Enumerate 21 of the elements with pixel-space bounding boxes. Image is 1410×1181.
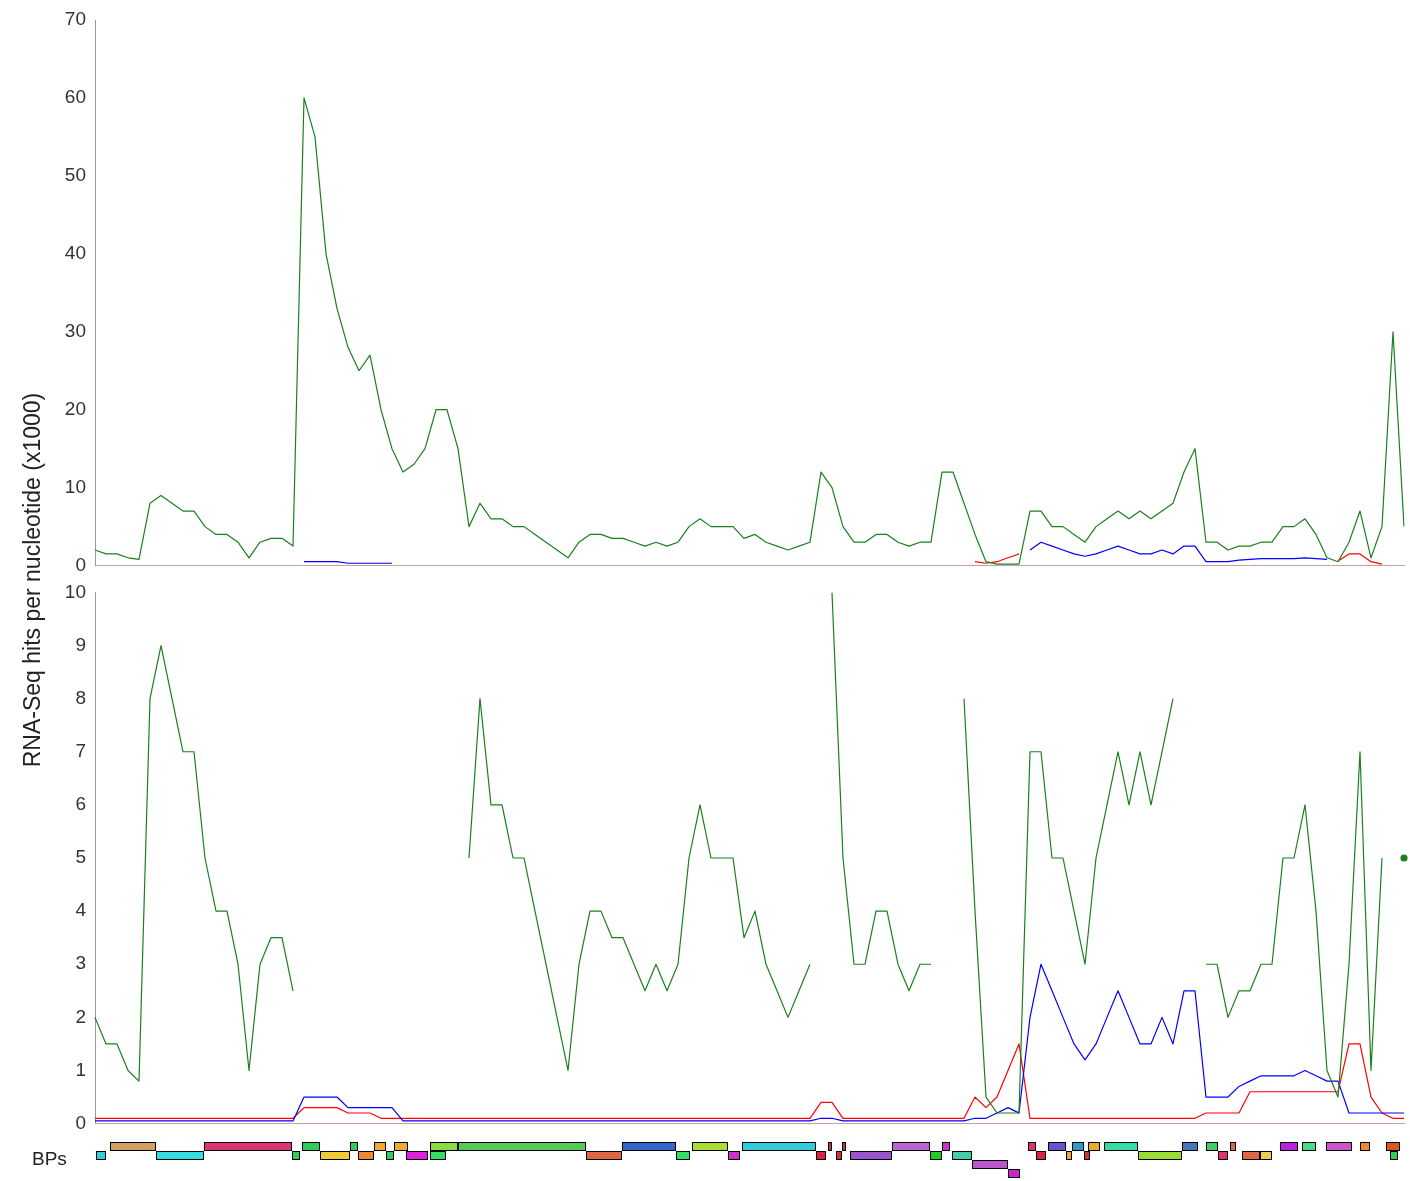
y-tick-label: 10: [64, 475, 86, 497]
y-tick-label: 50: [64, 164, 86, 186]
y-tick-label: 20: [64, 397, 86, 419]
y-tick-label: 6: [75, 793, 86, 815]
y-tick-label: 0: [75, 1111, 86, 1133]
y-tick-label: 70: [64, 8, 86, 30]
y-tick-label: 10: [64, 580, 86, 602]
y-tick-label: 0: [75, 553, 86, 575]
y-tick-label: 7: [75, 739, 86, 761]
text: BPs: [32, 1148, 67, 1170]
y-tick-label: 40: [64, 242, 86, 264]
y-tick-label: 8: [75, 686, 86, 708]
y-tick-label: 3: [75, 952, 86, 974]
y-tick-label: 60: [64, 86, 86, 108]
y-tick-label: 2: [75, 1005, 86, 1027]
y-tick-label: 4: [75, 899, 87, 921]
y-axis-title: RNA-Seq hits per nucleotide (x1000): [18, 392, 46, 768]
y-tick-label: 5: [75, 846, 86, 868]
y-tick-label: 9: [75, 633, 86, 655]
y-tick-label: 1: [75, 1058, 86, 1080]
y-tick-label: 30: [64, 320, 86, 342]
